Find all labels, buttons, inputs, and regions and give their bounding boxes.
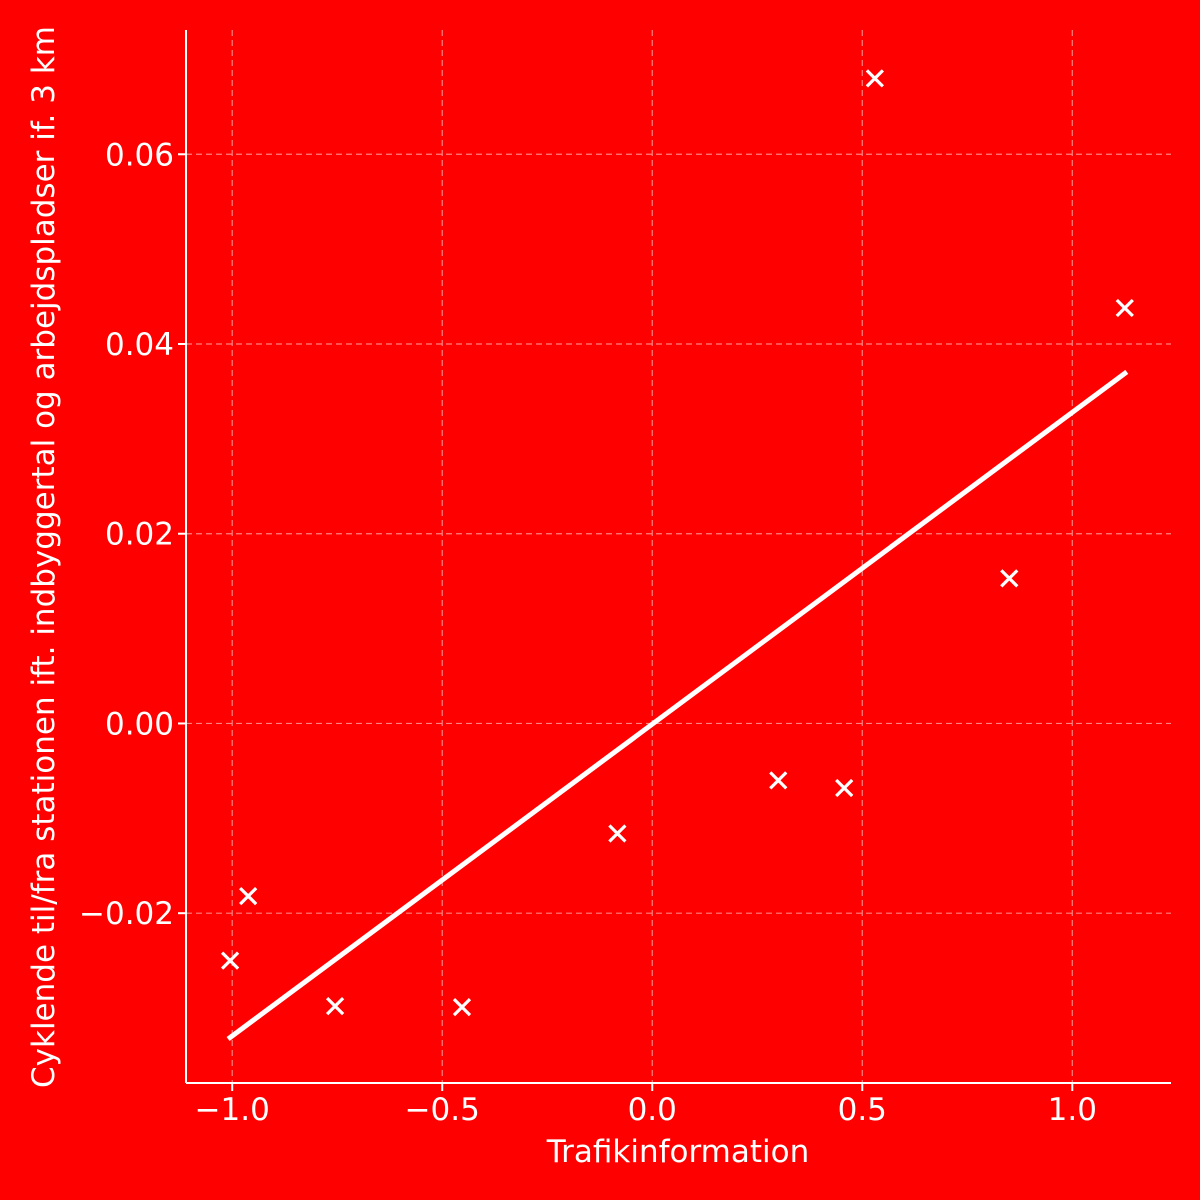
data-point-marker bbox=[608, 824, 627, 843]
tick-marks-and-labels: −1.0 −0.5 0.0 0.5 1.0 −0.02 0.00 0.02 0.04 0.06 bbox=[79, 137, 1097, 1128]
grid bbox=[186, 30, 1171, 1083]
fit-line bbox=[226, 369, 1129, 1041]
data-point-marker bbox=[865, 69, 885, 88]
data-point-marker bbox=[1115, 298, 1134, 318]
data-point-marker bbox=[325, 997, 345, 1016]
x-tick-label: 0.5 bbox=[838, 1092, 887, 1128]
y-tick-label: 0.04 bbox=[105, 327, 174, 363]
y-tick-label: −0.02 bbox=[79, 896, 174, 932]
fit-line-group bbox=[226, 369, 1129, 1041]
x-tick-label: −1.0 bbox=[195, 1092, 270, 1128]
data-point-marker bbox=[769, 771, 788, 790]
data-points bbox=[220, 69, 1134, 1017]
data-point-marker bbox=[452, 997, 472, 1017]
y-tick-label: 0.02 bbox=[105, 517, 174, 553]
y-tick-label: 0.06 bbox=[105, 137, 174, 173]
y-axis-label: Cyklende til/fra stationen ift. indbygge… bbox=[26, 26, 62, 1088]
x-tick-label: 0.0 bbox=[628, 1092, 677, 1128]
x-tick-label: −0.5 bbox=[405, 1092, 480, 1128]
data-point-marker bbox=[1000, 569, 1019, 588]
x-tick-label: 1.0 bbox=[1048, 1092, 1097, 1128]
axes bbox=[185, 30, 1171, 1084]
data-point-marker bbox=[835, 778, 854, 798]
data-point-marker bbox=[220, 951, 240, 970]
y-tick-label: 0.00 bbox=[105, 706, 174, 742]
x-axis-label: Trafikinformation bbox=[546, 1134, 810, 1170]
data-point-marker bbox=[239, 886, 258, 906]
